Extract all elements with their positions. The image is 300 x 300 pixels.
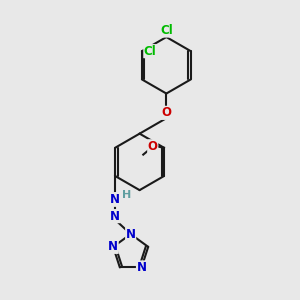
Text: N: N bbox=[126, 228, 136, 241]
Text: H: H bbox=[122, 190, 131, 200]
Text: N: N bbox=[110, 193, 120, 206]
Text: N: N bbox=[110, 210, 120, 223]
Text: N: N bbox=[108, 240, 118, 253]
Text: Cl: Cl bbox=[160, 24, 173, 37]
Text: O: O bbox=[148, 140, 158, 153]
Text: N: N bbox=[136, 261, 146, 274]
Text: Cl: Cl bbox=[144, 45, 157, 58]
Text: O: O bbox=[161, 106, 171, 119]
